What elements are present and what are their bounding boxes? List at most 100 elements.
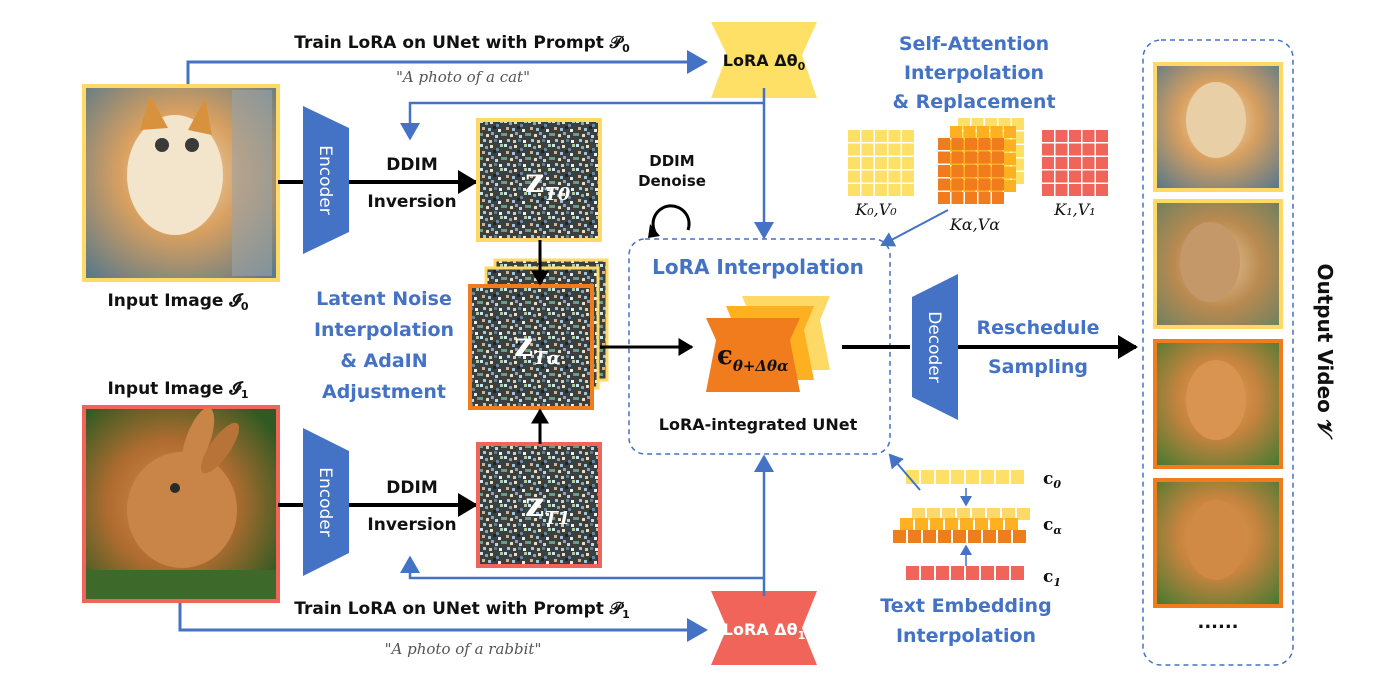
attention-cell [888,157,901,169]
attention-cell [1004,166,1016,179]
embedding-token [960,518,973,530]
ddim-denoise-2: Denoise [638,172,706,190]
ddim-inv-top-1: DDIM [386,155,437,175]
attention-cell [848,143,860,156]
attention-cell [861,157,874,169]
attention-cell [1069,130,1081,142]
attention-cell [1082,170,1095,183]
attention-cell [1096,157,1108,169]
attention-cell [992,192,1004,204]
attn-to-unet-arrow [880,209,949,247]
attention-cell [888,130,901,142]
attention-cell [1042,157,1054,169]
attention-cell [1004,180,1016,192]
encoder-bottom [303,428,349,576]
output-frame-2 [1153,199,1283,329]
attention-cell [965,178,977,191]
bottom-prompt-text: "A photo of a rabbit" [385,640,542,658]
attention-cell [1069,184,1081,196]
embedding-token [938,530,951,543]
attention-cell [938,151,950,164]
attention-grid-k0 [848,130,914,196]
embedding-token [996,470,1009,484]
output-frame-4 [1153,478,1283,608]
emb-to-unet-arrow [888,453,921,491]
embedding-token [981,470,994,484]
attention-cell [1082,130,1095,142]
top-prompt-arrow [186,50,708,88]
attention-cell [848,170,860,183]
attention-cell [1069,143,1081,156]
unet-label: LoRA-integrated UNet [659,415,858,434]
attention-cell [978,165,991,177]
top-prompt-label: Train LoRA on UNet with Prompt 𝒫0 [294,33,630,55]
embedding-token [942,508,955,520]
attention-cell [978,178,991,191]
svg-text:Interpolation: Interpolation [896,625,1036,647]
attention-cell [1096,130,1108,142]
encoder-bottom-label: Encoder [315,467,335,537]
embedding-token [975,518,988,530]
decoder [912,274,958,420]
attention-cell [1004,126,1016,138]
svg-text:& AdaIN: & AdaIN [340,350,427,372]
attention-cell [875,184,887,196]
attention-cell [1055,184,1068,196]
lora0-bowtie [711,22,817,98]
lora1-label: LoRA Δθ1 [723,620,806,642]
attention-cell [848,130,860,142]
z1-label: zT1 [525,485,570,529]
attention-cell [978,138,991,150]
unet-symbol: ϵθ+Δθα [717,341,789,375]
attention-cell [938,165,950,177]
attention-cell [992,165,1004,177]
embedding-token [957,508,970,520]
output-ellipsis: ...... [1197,612,1238,633]
latent-noise-text: Latent Noise Interpolation & AdaIN Adjus… [314,288,454,403]
latent-z1 [476,442,602,568]
attention-cell [861,130,874,142]
embedding-token [906,470,919,484]
embedding-token [927,508,940,520]
bottom-prompt-label: Train LoRA on UNet with Prompt 𝒫1 [294,599,629,621]
attention-cell [1042,130,1054,142]
top-prompt-text: "A photo of a cat" [396,68,530,86]
attention-cell [888,184,901,196]
encoder-top-label: Encoder [315,145,335,215]
svg-text:Interpolation: Interpolation [314,319,454,341]
attention-cell [977,126,989,138]
attention-cell [1096,184,1108,196]
attention-cell [978,192,991,204]
embedding-token [893,530,906,543]
embedding-token [1005,518,1018,530]
attention-cell [951,192,964,204]
embedding-token [996,566,1009,580]
embedding-token [1017,508,1030,520]
lora1-to-unet-arrow [400,454,774,596]
attention-cell [1069,157,1081,169]
attention-cell [861,184,874,196]
lora1-bowtie [711,591,817,665]
attention-cell [848,184,860,196]
attention-cell [938,192,950,204]
lora0-label: LoRA Δθ0 [723,51,806,73]
ddim-inv-bottom-1: DDIM [386,478,437,498]
attention-grid-k1 [1042,130,1108,196]
attention-cell [951,138,964,150]
svg-text:Adjustment: Adjustment [322,381,446,403]
embedding-token [1013,530,1026,543]
decoder-label: Decoder [924,311,944,383]
attention-cell [848,157,860,169]
attention-cell [992,138,1004,150]
attention-cell [951,178,964,191]
attention-cell [951,151,964,164]
c1-label: c1 [1043,567,1061,589]
input0-label: Input Image 𝓘0 [107,291,248,313]
svg-text:Latent Noise: Latent Noise [316,288,452,310]
self-attn-text: Self-Attention Interpolation & Replaceme… [892,33,1055,113]
kava-label: Kα,Vα [949,215,1000,234]
svg-text:& Replacement: & Replacement [892,91,1055,113]
attention-cell [1096,143,1108,156]
calpha-label: cα [1043,515,1062,537]
embedding-token [966,470,979,484]
